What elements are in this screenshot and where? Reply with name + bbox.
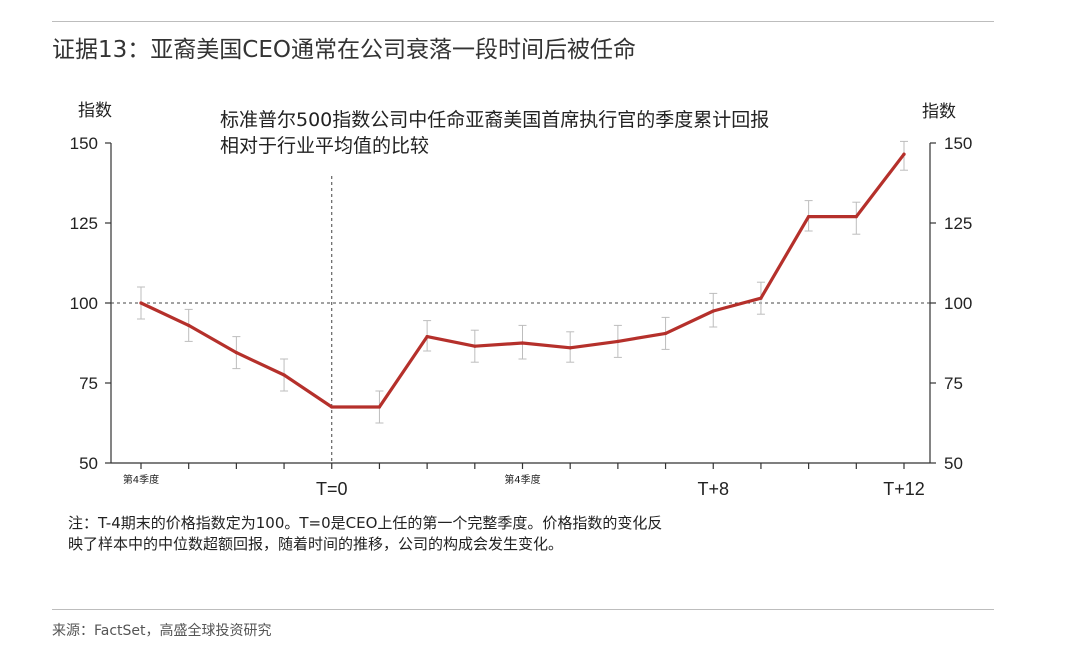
y-tick-label-right: 150 xyxy=(944,134,972,153)
x-tick-label: T+8 xyxy=(697,479,729,499)
data-point xyxy=(520,341,525,345)
y-axis-label-right: 指数 xyxy=(922,102,956,122)
y-tick-label-right: 50 xyxy=(944,454,963,473)
top-rule xyxy=(52,21,994,22)
data-point xyxy=(473,344,477,348)
y-tick-label-right: 125 xyxy=(944,214,972,233)
data-point xyxy=(759,296,763,300)
data-point xyxy=(902,152,906,156)
note-line-2: 映了样本中的中位数超额回报，随着时间的推移，公司的构成会发生变化。 xyxy=(68,535,564,553)
series-line xyxy=(139,152,906,409)
bottom-rule xyxy=(52,609,994,610)
y-tick-label-left: 125 xyxy=(70,214,98,233)
y-tick-label-left: 100 xyxy=(70,294,98,313)
chart-title: 标准普尔500指数公司中任命亚裔美国首席执行官的季度累计回报 xyxy=(220,109,769,131)
y-tick-label-right: 100 xyxy=(944,294,972,313)
data-point xyxy=(568,346,572,350)
data-point xyxy=(234,351,238,355)
data-point xyxy=(425,335,429,339)
x-tick-label: 第4季度 xyxy=(504,473,540,486)
data-point xyxy=(187,323,191,327)
data-point xyxy=(282,373,286,377)
data-point xyxy=(139,301,143,305)
note-line-1: 注：T-4期末的价格指数定为100。T=0是CEO上任的第一个完整季度。价格指数… xyxy=(68,514,663,532)
data-point xyxy=(330,405,334,409)
y-tick-label-left: 75 xyxy=(79,374,98,393)
y-tick-label-left: 50 xyxy=(79,454,98,473)
data-point xyxy=(616,339,620,343)
x-tick-label: T=0 xyxy=(316,479,348,499)
data-point xyxy=(854,215,858,219)
data-point xyxy=(663,331,668,335)
y-tick-label-right: 75 xyxy=(944,374,963,393)
y-tick-label-left: 150 xyxy=(70,134,98,153)
y-axis-label-left: 指数 xyxy=(78,101,112,121)
chart-note: 注：T-4期末的价格指数定为100。T=0是CEO上任的第一个完整季度。价格指数… xyxy=(68,513,788,555)
source-text: 来源：FactSet，高盛全球投资研究 xyxy=(52,623,272,639)
chart-subtitle: 相对于行业平均值的比较 xyxy=(220,135,429,157)
data-point xyxy=(711,309,715,313)
data-point xyxy=(807,215,811,219)
x-tick-label: 第4季度 xyxy=(123,473,159,486)
data-point xyxy=(377,405,382,409)
x-tick-label: T+12 xyxy=(883,479,925,499)
page-heading: 证据13：亚裔美国CEO通常在公司衰落一段时间后被任命 xyxy=(52,37,636,63)
